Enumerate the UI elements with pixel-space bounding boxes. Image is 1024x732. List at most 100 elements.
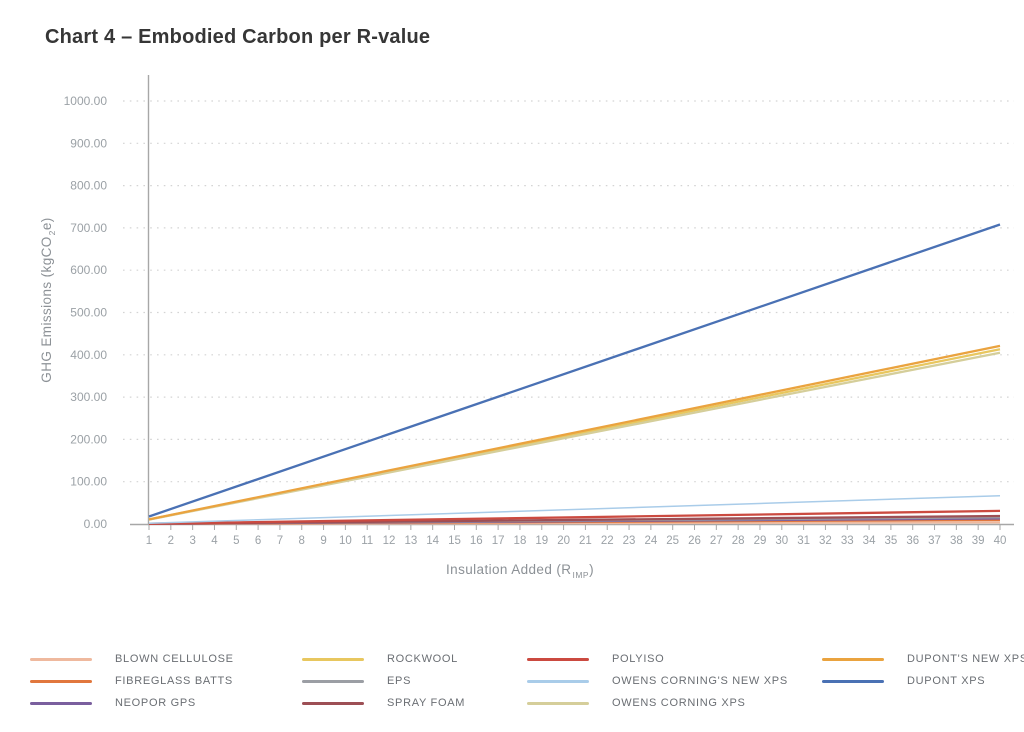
x-tick-label: 39: [972, 535, 985, 547]
y-tick-label: 600.00: [70, 263, 107, 277]
legend-swatch: [302, 701, 364, 705]
y-axis-title-subscript: 2: [46, 230, 57, 236]
y-tick-label: 0.00: [84, 517, 108, 531]
x-tick-label: 29: [754, 535, 767, 547]
x-tick-label: 19: [535, 535, 548, 547]
y-axis-title: GHG Emissions (kgCO2e): [39, 217, 57, 382]
x-tick-label: 10: [339, 535, 352, 547]
x-tick-label: 35: [884, 535, 897, 547]
x-axis-title-suffix: ): [589, 562, 594, 577]
x-tick-label: 3: [189, 535, 195, 547]
y-tick-label: 400.00: [70, 348, 107, 362]
legend-item: OWENS CORNING XPS: [527, 692, 788, 714]
legend-item: FIBREGLASS BATTS: [30, 670, 234, 692]
legend-swatch: [302, 679, 364, 683]
legend-column: BLOWN CELLULOSE FIBREGLASS BATTS NEOPOR GP…: [30, 648, 234, 714]
y-tick-label: 500.00: [70, 306, 107, 320]
legend-swatch: [30, 701, 92, 705]
chart-title: Chart 4 – Embodied Carbon per R-value: [45, 26, 431, 48]
legend-label: POLYISO: [612, 653, 665, 665]
x-tick-label: 23: [623, 535, 636, 547]
x-tick-label: 7: [277, 535, 283, 547]
legend-column: DUPONT'S NEW XPS DUPONT XPS: [822, 648, 1024, 692]
x-tick-label: 14: [426, 535, 439, 547]
legend-swatch: [527, 657, 589, 661]
legend-item: DUPONT XPS: [822, 670, 1024, 692]
x-tick-label: 11: [361, 535, 373, 547]
x-tick-label: 12: [383, 535, 396, 547]
legend-item: NEOPOR GPS: [30, 692, 234, 714]
x-axis-title: Insulation Added (RIMP): [446, 562, 594, 580]
legend-label: DUPONT'S NEW XPS: [907, 653, 1024, 665]
x-tick-label: 37: [928, 535, 941, 547]
x-tick-label: 30: [775, 535, 788, 547]
x-tick-label: 40: [994, 535, 1007, 547]
legend-label: OWENS CORNING XPS: [612, 697, 746, 709]
x-tick-label: 15: [448, 535, 461, 547]
series-line: [148, 351, 1001, 521]
y-axis-title-text: GHG Emissions (kgCO: [39, 236, 55, 383]
x-tick-label: 17: [492, 535, 505, 547]
x-tick-label: 25: [666, 535, 679, 547]
legend-swatch: [30, 657, 92, 661]
x-tick-label: 36: [906, 535, 919, 547]
y-tick-label: 700.00: [70, 221, 107, 235]
legend-swatch: [822, 679, 884, 683]
legend-swatch: [527, 679, 589, 683]
line-chart-plot: 0.00 100.00 200.00 300.00 400.00 500.00 600.00…: [64, 75, 1014, 547]
x-tick-label: 5: [233, 535, 239, 547]
x-tick-label: 18: [514, 535, 527, 547]
legend-item: EPS: [302, 670, 465, 692]
y-tick-label: 900.00: [70, 136, 107, 150]
x-tick-label: 38: [950, 535, 963, 547]
legend-item: DUPONT'S NEW XPS: [822, 648, 1024, 670]
x-tick-label: 16: [470, 535, 483, 547]
legend-item: SPRAY FOAM: [302, 692, 465, 714]
legend-label: ROCKWOOL: [387, 653, 458, 665]
legend-column: ROCKWOOL EPS SPRAY FOAM: [302, 648, 465, 714]
x-tick-label: 28: [732, 535, 745, 547]
series-line: [148, 344, 1001, 521]
series-line: [148, 223, 1001, 518]
x-tick-label: 27: [710, 535, 723, 547]
y-tick-label: 1000.00: [64, 94, 108, 108]
x-tick-label: 21: [579, 535, 592, 547]
y-tick-label: 200.00: [70, 432, 107, 446]
x-tick-label: 20: [557, 535, 570, 547]
y-axis-title-suffix: e): [39, 217, 55, 231]
x-tick-label: 31: [797, 535, 810, 547]
legend-label: NEOPOR GPS: [115, 697, 196, 709]
legend-column: POLYISO OWENS CORNING'S NEW XPS OWENS CORN…: [527, 648, 788, 714]
legend-label: DUPONT XPS: [907, 675, 986, 687]
x-tick-label: 24: [644, 535, 657, 547]
legend-swatch: [30, 679, 92, 683]
legend-item: OWENS CORNING'S NEW XPS: [527, 670, 788, 692]
x-tick-label: 8: [299, 535, 305, 547]
x-tick-label: 13: [404, 535, 417, 547]
legend-label: OWENS CORNING'S NEW XPS: [612, 675, 788, 687]
x-tick-label: 1: [146, 535, 152, 547]
y-tick-label: 100.00: [70, 475, 107, 489]
x-tick-label: 26: [688, 535, 701, 547]
x-tick-label: 32: [819, 535, 832, 547]
x-tick-label: 4: [211, 535, 218, 547]
legend-swatch: [527, 701, 589, 705]
legend-item: POLYISO: [527, 648, 788, 670]
x-axis-title-text: Insulation Added (R: [446, 562, 572, 577]
legend-swatch: [302, 657, 364, 661]
x-tick-label: 22: [601, 535, 614, 547]
legend-label: BLOWN CELLULOSE: [115, 653, 234, 665]
legend-swatch: [822, 657, 884, 661]
legend-label: FIBREGLASS BATTS: [115, 675, 233, 687]
x-axis-title-subscript: IMP: [572, 569, 590, 580]
series-line: [148, 494, 1001, 525]
x-tick-label: 34: [863, 535, 876, 547]
legend-label: EPS: [387, 675, 412, 687]
x-tick-label: 2: [168, 535, 174, 547]
legend-item: BLOWN CELLULOSE: [30, 648, 234, 670]
y-tick-label: 800.00: [70, 179, 107, 193]
series-line: [148, 509, 1001, 525]
legend-label: SPRAY FOAM: [387, 697, 466, 709]
legend-item: ROCKWOOL: [302, 648, 465, 670]
